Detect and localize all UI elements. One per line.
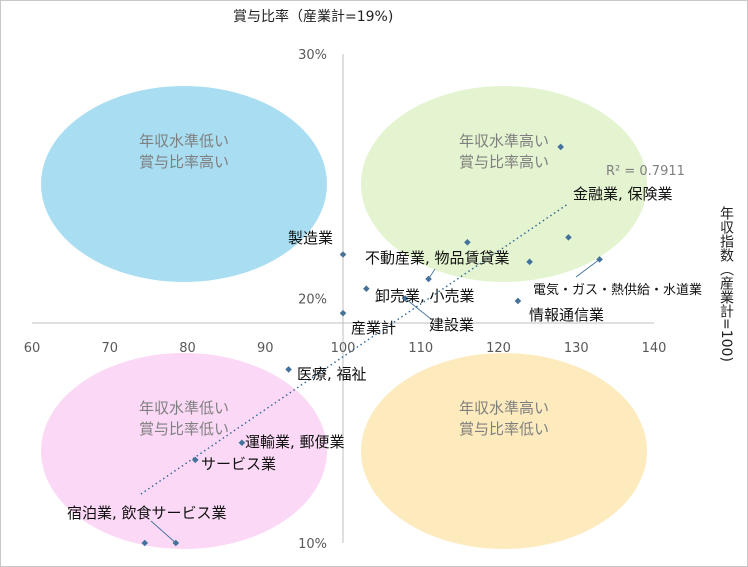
quadrant-text: 年収水準低い xyxy=(139,399,229,417)
data-label: 建設業 xyxy=(429,316,474,334)
x-tick-label: 60 xyxy=(24,341,41,356)
label-leader-line xyxy=(428,268,436,280)
data-label: 宿泊業, 飲食サービス業 xyxy=(67,504,227,522)
data-label: 製造業 xyxy=(288,229,333,247)
data-label: サービス業 xyxy=(201,455,276,473)
data-label: 不動産業, 物品賃貸業 xyxy=(365,249,510,267)
data-point xyxy=(238,439,246,447)
data-label: 情報通信業 xyxy=(529,306,604,324)
data-point xyxy=(526,258,533,266)
data-point xyxy=(363,285,370,293)
x-tick-label: 140 xyxy=(642,341,667,356)
x-tick-label: 120 xyxy=(486,341,511,356)
y-axis-title: 年収指数（産業計=100) xyxy=(718,206,734,362)
quadrant-ellipse xyxy=(361,353,647,549)
data-label: 卸売業, 小売業 xyxy=(375,287,475,305)
x-tick-label: 100 xyxy=(331,341,356,356)
y-tick-label: 20% xyxy=(298,293,327,308)
quadrant-text: 賞与比率低い xyxy=(459,420,549,438)
data-label: 医療, 福祉 xyxy=(297,365,367,383)
label-leader-line xyxy=(150,520,177,544)
label-leader-line xyxy=(404,298,432,320)
data-point xyxy=(514,297,522,305)
y-tick-label: 30% xyxy=(298,48,327,63)
data-point xyxy=(557,143,564,151)
r2-label: R² = 0.7911 xyxy=(606,164,685,179)
x-tick-label: 110 xyxy=(408,341,433,356)
trendline xyxy=(140,202,569,495)
y-tick-label: 10% xyxy=(298,537,327,552)
data-point xyxy=(141,539,149,547)
data-point xyxy=(191,456,199,464)
x-tick-label: 80 xyxy=(179,341,196,356)
quadrant-ellipse xyxy=(41,353,327,549)
quadrant-ellipse xyxy=(361,86,647,282)
quadrant-text: 年収水準低い xyxy=(139,132,229,150)
quadrant-text: 年収水準高い xyxy=(459,132,549,150)
data-point xyxy=(339,251,347,258)
x-tick-label: 70 xyxy=(101,341,118,356)
quadrant-text: 賞与比率高い xyxy=(459,153,549,171)
data-point xyxy=(565,234,572,241)
data-point xyxy=(339,309,347,317)
data-label: 運輸業, 郵便業 xyxy=(245,433,345,451)
quadrant-text: 年収水準高い xyxy=(459,399,549,417)
quadrant-text: 賞与比率高い xyxy=(139,153,229,171)
quadrant-text: 賞与比率低い xyxy=(139,420,229,438)
data-point xyxy=(464,238,471,246)
label-leader-line xyxy=(575,259,600,278)
quadrant-ellipse xyxy=(41,86,327,282)
x-tick-label: 130 xyxy=(564,341,589,356)
data-label: 金融業, 保険業 xyxy=(573,185,673,203)
data-label: 電気・ガス・熱供給・水道業 xyxy=(533,282,702,298)
chart-title: 賞与比率（産業計=19%) xyxy=(233,8,393,25)
data-point xyxy=(285,366,292,373)
data-label: 産業計 xyxy=(351,319,396,337)
x-tick-label: 90 xyxy=(257,341,274,356)
